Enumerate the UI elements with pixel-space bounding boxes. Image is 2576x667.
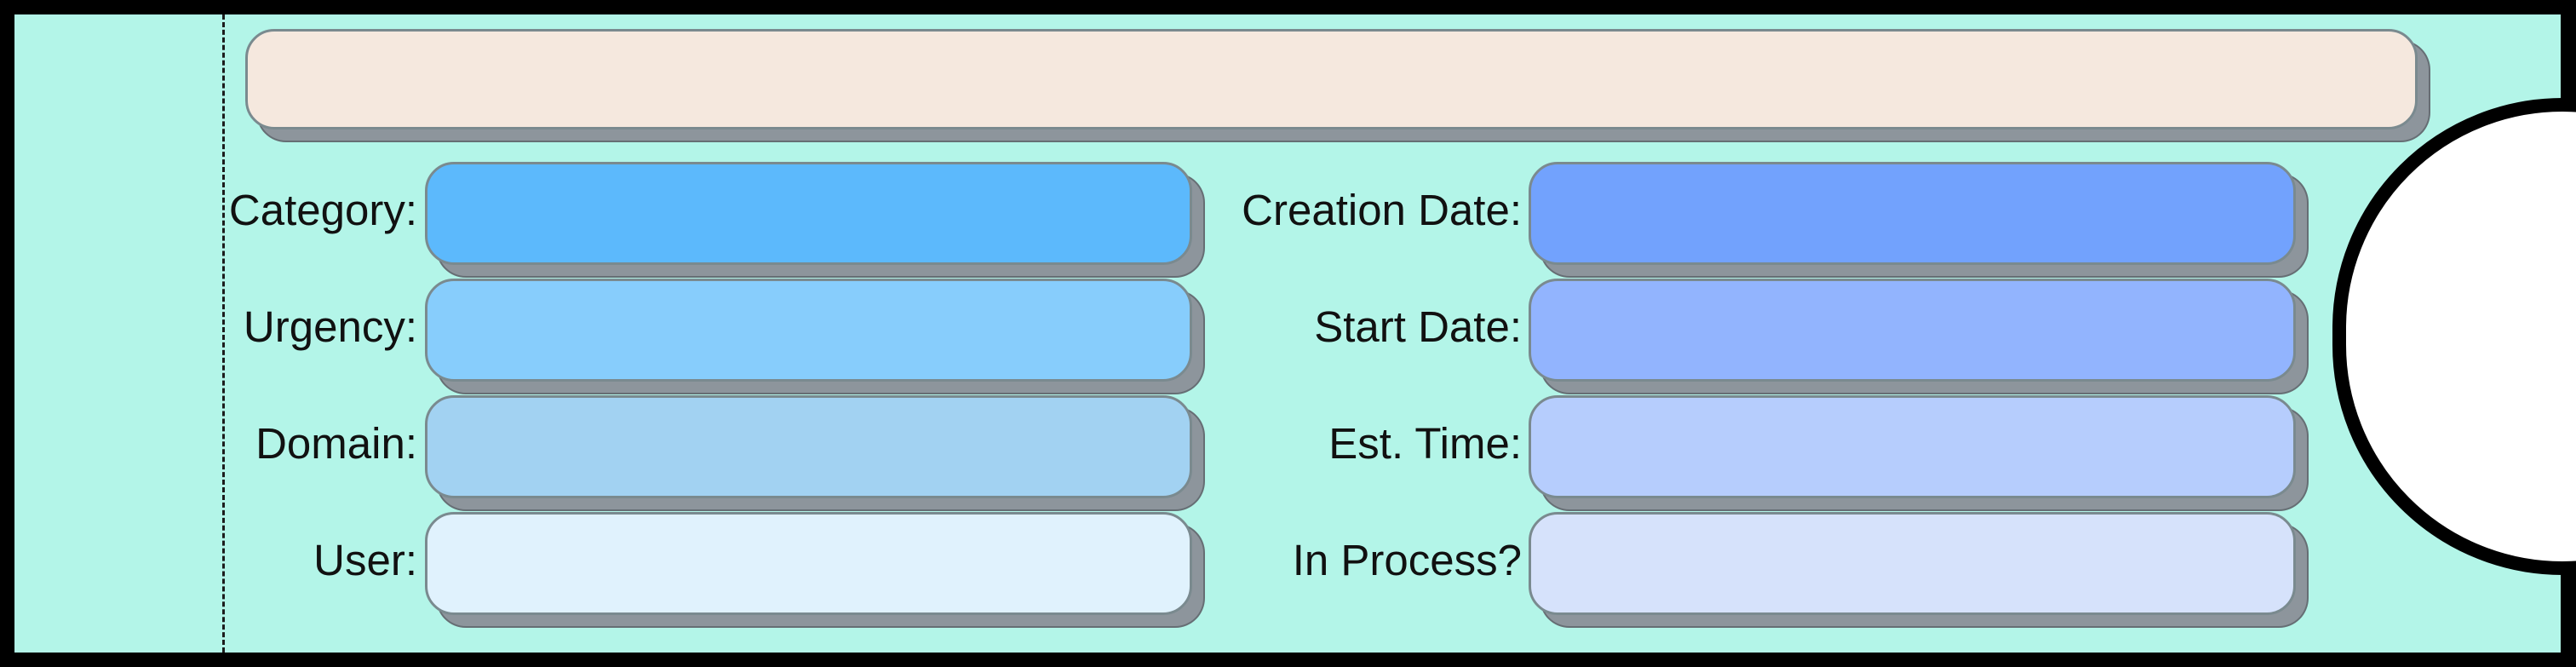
user-label: User: (313, 536, 417, 584)
creation-date-field[interactable] (1529, 162, 2296, 265)
est-time-field[interactable] (1529, 395, 2296, 498)
in-process-label: In Process? (1292, 536, 1522, 584)
user-field[interactable] (425, 512, 1192, 615)
binder-notch (2332, 98, 2576, 575)
category-field[interactable] (425, 162, 1192, 265)
start-date-field[interactable] (1529, 279, 2296, 382)
creation-date-label: Creation Date: (1242, 186, 1522, 234)
perforation-line (222, 14, 225, 653)
urgency-label: Urgency: (243, 302, 417, 351)
title-field[interactable] (245, 29, 2418, 129)
start-date-label: Start Date: (1314, 302, 1522, 351)
category-label: Category: (228, 186, 417, 234)
in-process-field[interactable] (1529, 512, 2296, 615)
est-time-label: Est. Time: (1328, 419, 1522, 468)
domain-field[interactable] (425, 395, 1192, 498)
task-card: Category: Urgency: Domain: User: Creatio… (14, 14, 2576, 653)
domain-label: Domain: (255, 419, 417, 468)
urgency-field[interactable] (425, 279, 1192, 382)
